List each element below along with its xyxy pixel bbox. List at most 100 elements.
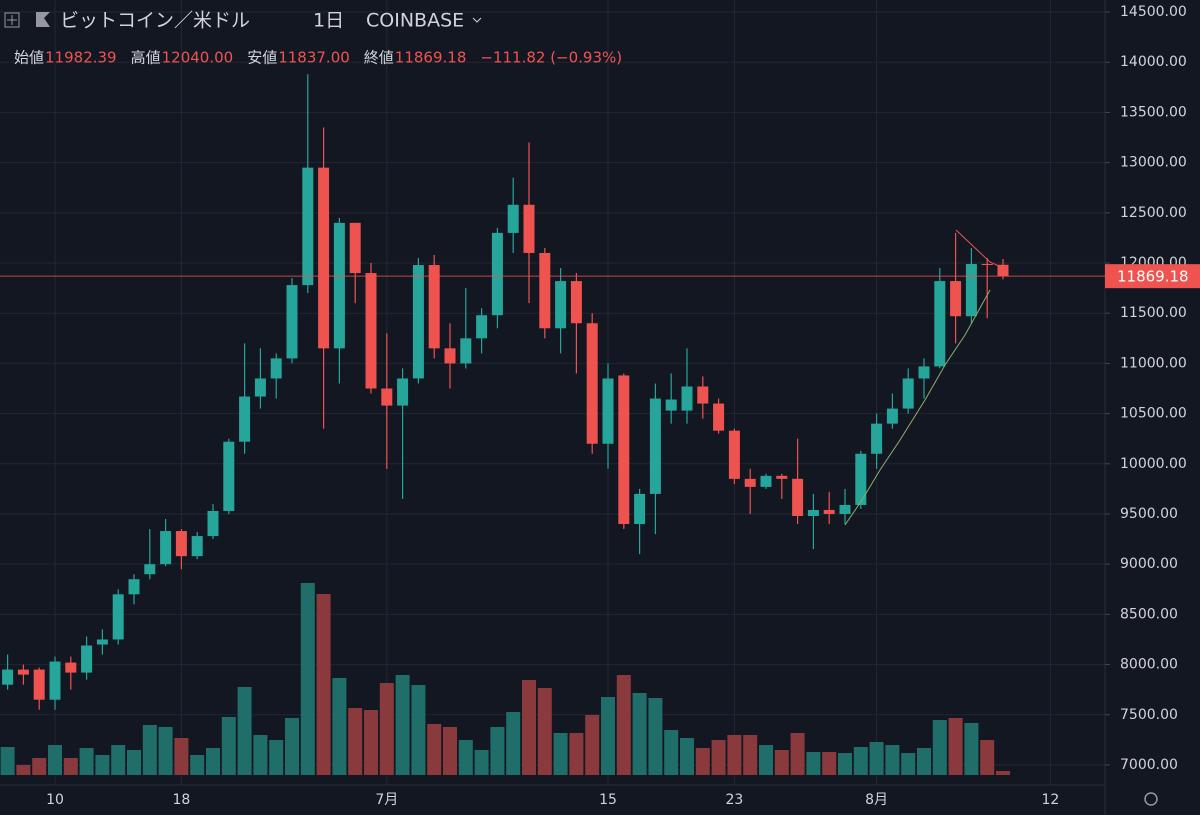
volume-bar: [601, 697, 615, 775]
volume-bar: [300, 583, 315, 775]
y-tick-label: 13500.00: [1120, 104, 1187, 120]
y-tick-label: 9000.00: [1120, 556, 1178, 572]
volume-bar: [664, 730, 679, 775]
candle-body: [49, 661, 61, 700]
ohlc-label: 終値: [364, 49, 394, 67]
y-tick-label: 11500.00: [1120, 305, 1187, 321]
volume-bar: [95, 755, 110, 775]
volume-bar: [759, 745, 773, 775]
trend-line: [844, 289, 991, 526]
candle-body: [144, 564, 156, 575]
candle-body: [191, 536, 203, 557]
volume-bar: [585, 715, 600, 775]
settings-icon[interactable]: [1144, 792, 1158, 806]
candle-body: [539, 252, 551, 329]
candle-body: [2, 669, 14, 685]
volume-bar: [901, 753, 916, 775]
candle-body: [618, 375, 630, 525]
exchange[interactable]: COINBASE: [366, 10, 464, 32]
volume-bar: [506, 712, 521, 775]
dropdown-icon[interactable]: [472, 17, 482, 23]
candle-body: [823, 509, 835, 514]
volume-bar: [364, 710, 378, 775]
volume-bar: [885, 745, 900, 775]
candle-body: [17, 669, 29, 675]
volume-bar: [632, 693, 647, 775]
price-label-box: [1105, 264, 1200, 289]
y-tick-label: 13000.00: [1120, 155, 1187, 171]
candle-body: [207, 510, 219, 537]
volume-bar: [111, 745, 126, 775]
trend-line: [955, 229, 1004, 269]
candle-body: [365, 273, 377, 389]
candle-body: [649, 398, 661, 494]
candle-body: [807, 509, 819, 516]
candle-body: [871, 423, 883, 454]
volume-bar: [680, 738, 694, 775]
candle-body: [902, 378, 914, 409]
candle-body: [634, 493, 646, 525]
volume-bar: [980, 740, 995, 775]
y-tick-label: 14000.00: [1120, 54, 1187, 70]
volume-bar: [711, 740, 726, 775]
candle-body: [776, 475, 788, 479]
volume-bar: [206, 748, 220, 775]
candle-body: [744, 478, 756, 487]
volume-bar: [332, 678, 347, 775]
ohlc-value: 11869.18: [395, 49, 467, 67]
volume-bar: [932, 720, 947, 775]
candle-body: [286, 285, 298, 359]
volume-bar: [917, 748, 931, 775]
volume-bar: [348, 708, 363, 775]
volume-bar: [806, 752, 821, 775]
volume-bar: [537, 688, 552, 775]
x-tick-label: 8月: [865, 792, 888, 808]
x-tick-label: 12: [1041, 792, 1059, 808]
ohlc-label: 始値: [14, 49, 44, 67]
y-tick-label: 10500.00: [1120, 406, 1187, 422]
candle-body: [681, 386, 693, 411]
volume-bar: [996, 771, 1010, 775]
volume-bar: [948, 718, 963, 775]
candle-body: [381, 388, 393, 406]
volume-bar: [695, 748, 710, 775]
interval[interactable]: 1日: [313, 10, 344, 32]
y-tick-label: 8500.00: [1120, 606, 1178, 622]
ohlc-value: 11837.00: [278, 49, 350, 67]
volume-pane: [0, 583, 1010, 775]
volume-bar: [16, 765, 31, 775]
price-label: 11869.18: [1117, 268, 1189, 286]
candle-body: [491, 232, 503, 316]
volume-bar: [63, 758, 78, 775]
candle-body: [728, 430, 740, 479]
candle-body: [965, 264, 977, 317]
expand-icon[interactable]: [4, 12, 20, 28]
drawings: [844, 229, 1004, 526]
volume-bar: [253, 735, 268, 775]
candle-body: [586, 323, 598, 444]
volume-bar: [822, 752, 837, 775]
symbol[interactable]: ビットコイン／米ドル: [60, 10, 250, 32]
candle-body: [128, 579, 140, 595]
candle-body: [65, 662, 77, 673]
candle-body: [523, 204, 535, 253]
volume-bar: [474, 750, 489, 775]
header: ビットコイン／米ドル 1日 COINBASE: [4, 10, 482, 32]
volume-bar: [142, 725, 157, 775]
candle-body: [349, 222, 361, 274]
volume-bar: [490, 727, 505, 775]
candle-body: [886, 408, 898, 424]
volume-bar: [174, 738, 189, 775]
candle-body: [160, 531, 172, 565]
flag-icon[interactable]: [36, 12, 50, 27]
candle-body: [839, 504, 851, 514]
volume-bar: [411, 685, 426, 775]
volume-bar: [838, 753, 852, 775]
ohlc-row: 始値 11982.39 高値 12040.00 安値 11837.00 終値 11869.18…: [14, 49, 622, 67]
volume-bar: [443, 727, 457, 775]
candle-body: [555, 281, 567, 329]
y-tick-label: 9500.00: [1120, 506, 1178, 522]
candle-body: [602, 378, 614, 444]
candle-body: [33, 669, 45, 700]
candle-body: [175, 531, 187, 557]
